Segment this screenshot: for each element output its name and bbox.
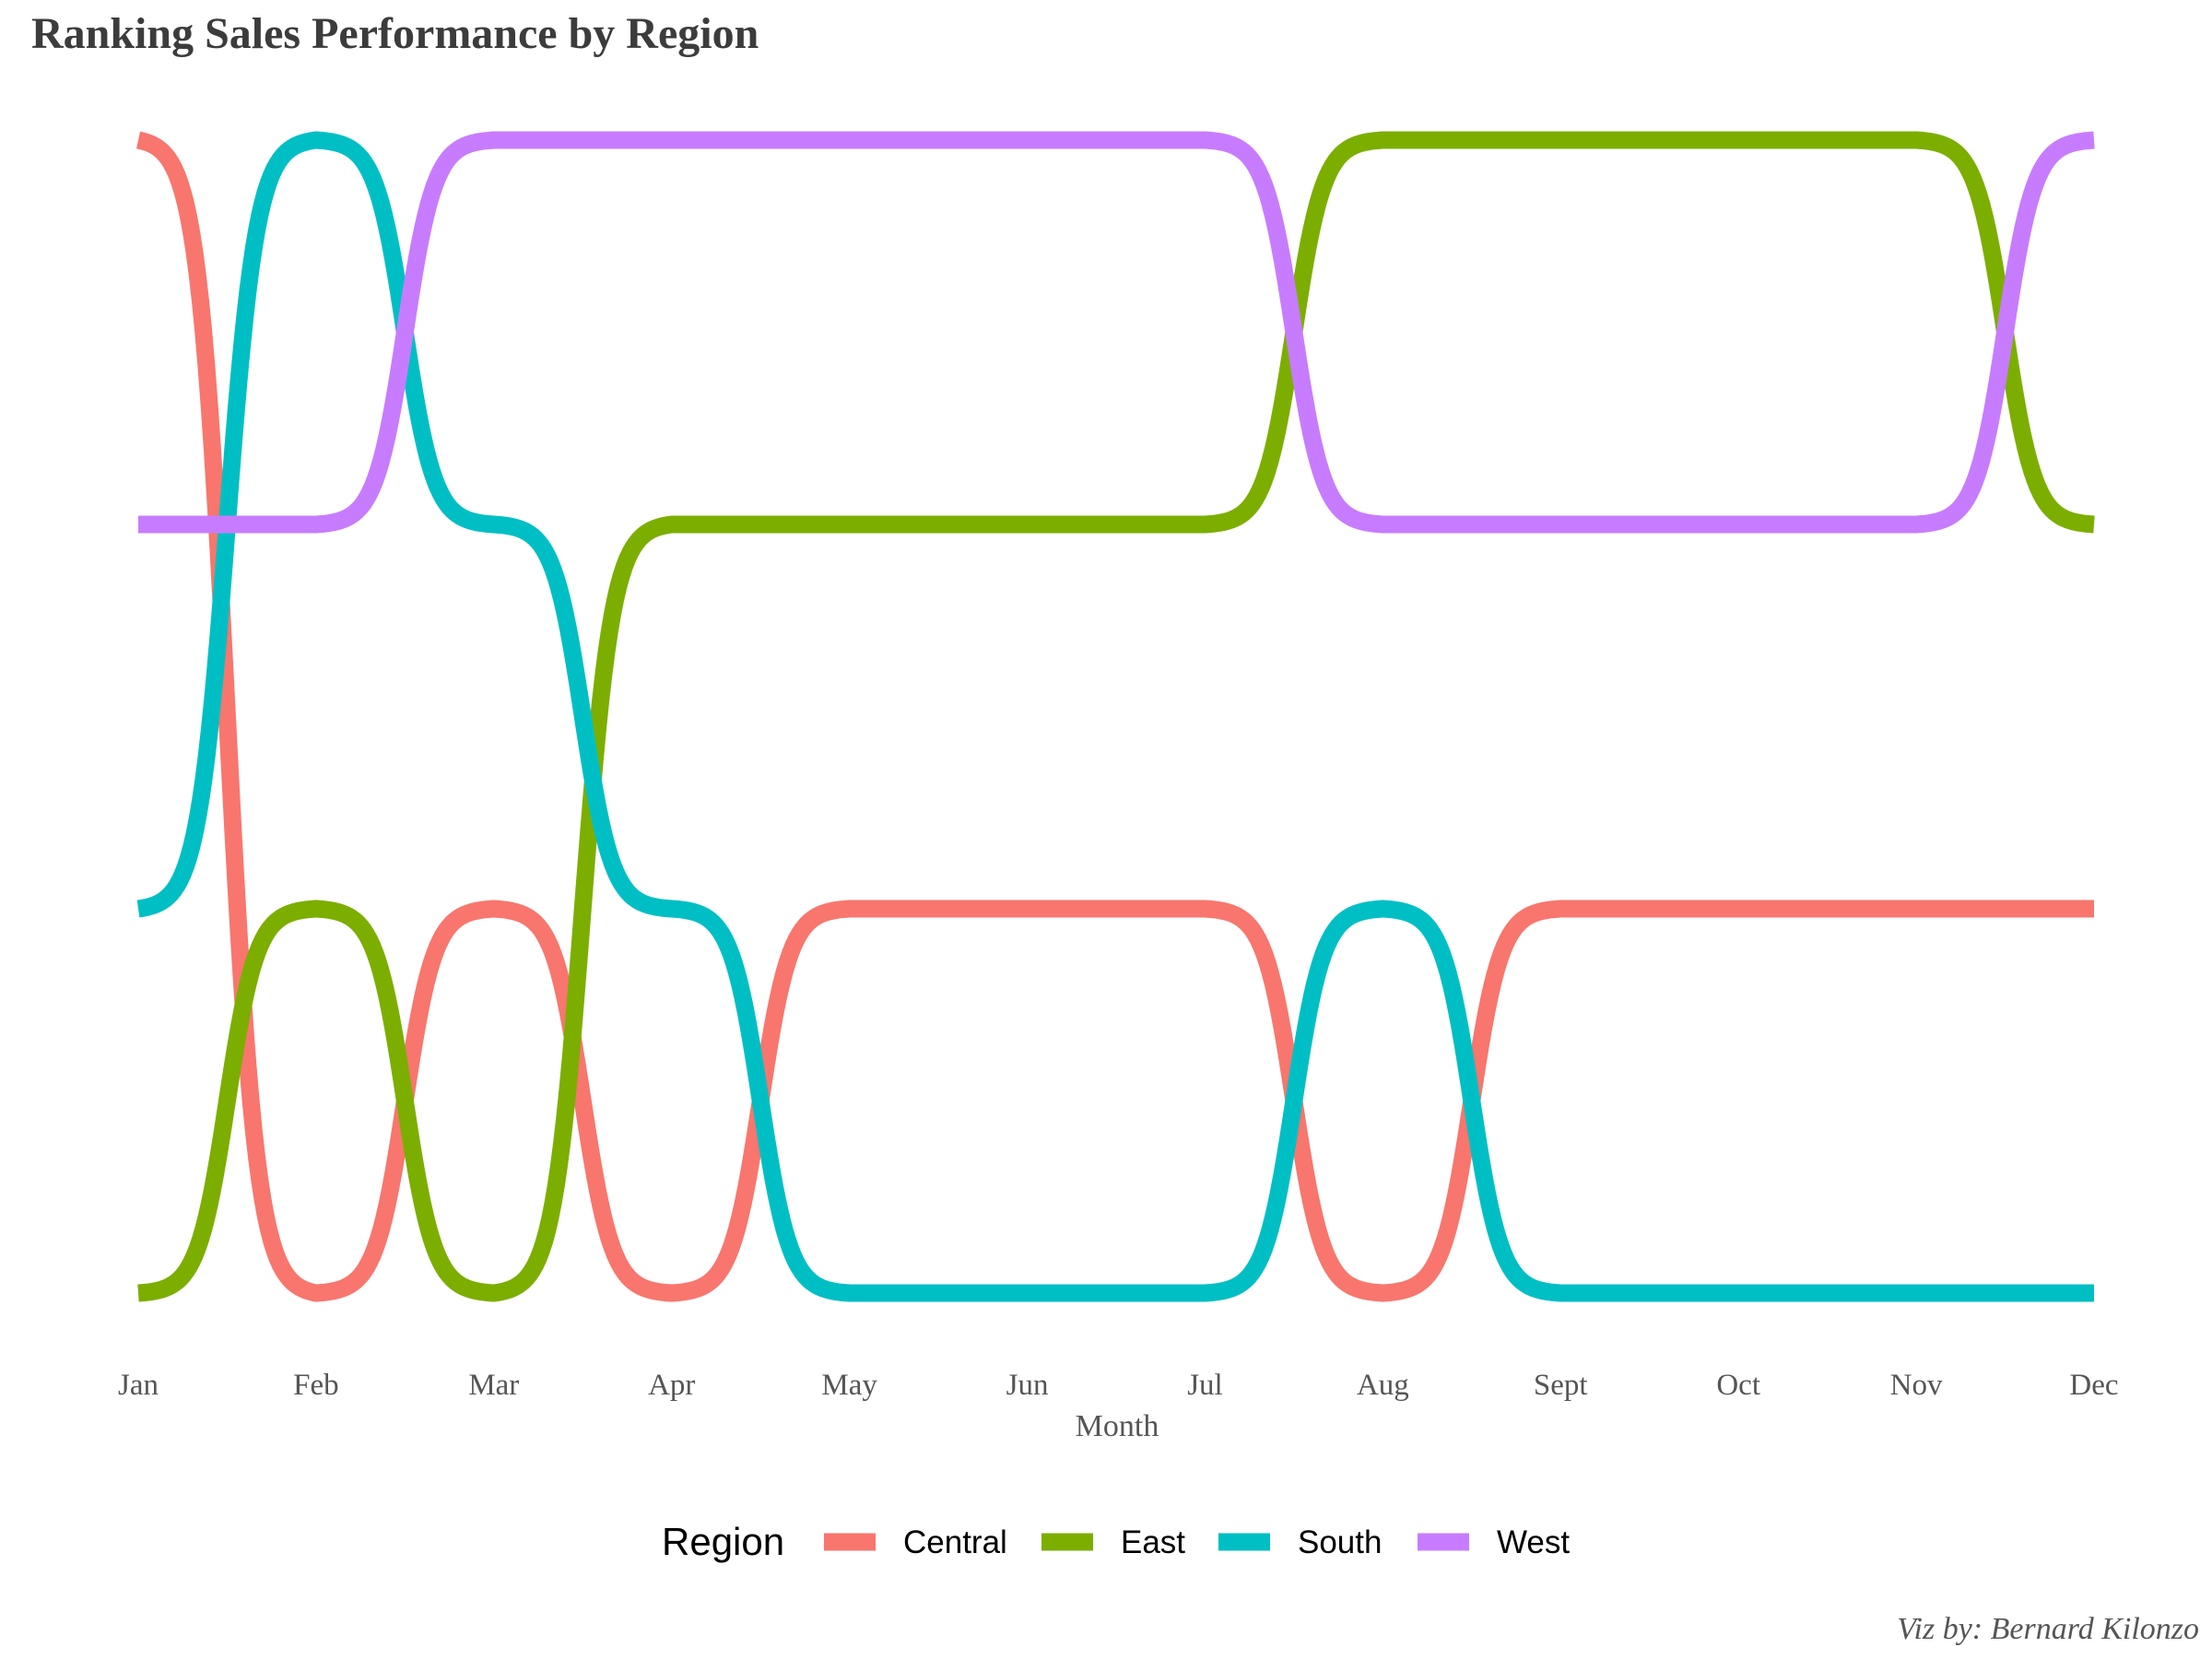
series-line-south (132, 131, 2100, 1302)
x-tick-label: Dec (2069, 1369, 2118, 1402)
series-lines (132, 131, 2100, 1302)
x-tick-label: Sept (1534, 1369, 1588, 1402)
series-line-central (132, 131, 2100, 1302)
x-tick-label: Jan (118, 1369, 159, 1402)
legend-title: Region (662, 1520, 784, 1563)
x-axis-title: Month (1076, 1409, 1159, 1443)
x-tick-label: Feb (293, 1369, 339, 1402)
x-tick-label: Jul (1187, 1369, 1223, 1402)
legend-label-south: South (1298, 1524, 1382, 1560)
series-line-east (132, 131, 2100, 1302)
caption: Viz by: Bernard Kilonzo (1897, 1612, 2199, 1646)
x-tick-label: Apr (648, 1369, 695, 1402)
x-tick-label: Nov (1890, 1369, 1943, 1402)
x-tick-label: Jun (1006, 1369, 1049, 1402)
chart-title: Ranking Sales Performance by Region (31, 9, 759, 58)
legend-label-west: West (1497, 1524, 1570, 1560)
legend-label-east: East (1121, 1524, 1185, 1560)
series-line-west (132, 131, 2100, 534)
x-tick-label: Mar (468, 1369, 519, 1402)
x-axis-tick-labels: Jan Feb Mar Apr May Jun Jul Aug Sept Oct Nov Dec (118, 1369, 2119, 1402)
legend: Region Central East South West (662, 1520, 1570, 1563)
x-tick-label: Oct (1716, 1369, 1760, 1402)
x-tick-label: May (821, 1369, 877, 1402)
legend-label-central: Central (903, 1524, 1007, 1560)
x-tick-label: Aug (1357, 1369, 1409, 1402)
